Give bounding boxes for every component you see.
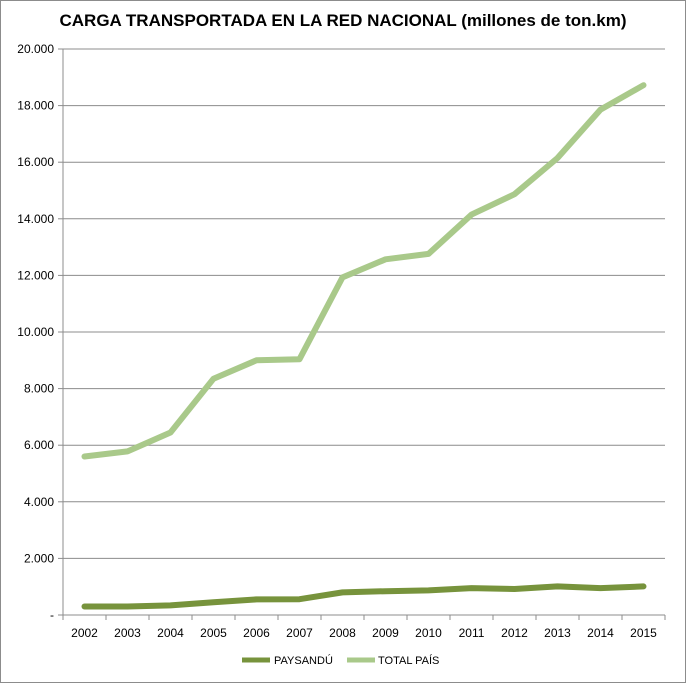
x-tick-label: 2002 bbox=[71, 626, 98, 640]
y-tick-label: 8.000 bbox=[24, 382, 54, 396]
y-tick-label: - bbox=[50, 608, 54, 622]
series-line-1 bbox=[81, 82, 647, 460]
x-axis-ticks: 2002 2003 2004 2005 2006 2007 2008 2009 2010 2011… bbox=[71, 626, 657, 640]
gridlines bbox=[63, 48, 665, 559]
series-lines bbox=[81, 82, 647, 610]
chart-title: CARGA TRANSPORTADA EN LA RED NACIONAL (m… bbox=[59, 11, 627, 30]
series-line-0 bbox=[81, 583, 647, 610]
y-tick-label: 2.000 bbox=[24, 551, 54, 565]
y-tick-label: 14.000 bbox=[17, 212, 54, 226]
y-tick-label: 16.000 bbox=[17, 155, 54, 169]
legend-label: PAYSANDÚ bbox=[274, 654, 333, 667]
x-tick-label: 2009 bbox=[372, 626, 399, 640]
x-tick-label: 2011 bbox=[459, 626, 485, 640]
x-tick-label: 2003 bbox=[114, 626, 141, 640]
legend-label: TOTAL PAÍS bbox=[378, 654, 439, 667]
x-tick-label: 2015 bbox=[630, 626, 657, 640]
x-tick-label: 2013 bbox=[544, 626, 571, 640]
x-tick-label: 2010 bbox=[415, 626, 442, 640]
y-axis-ticks: - 2.000 4.000 6.000 8.000 10.000 12.000 14.000 1… bbox=[17, 42, 54, 622]
axes bbox=[58, 48, 666, 620]
x-tick-label: 2012 bbox=[501, 626, 528, 640]
y-tick-label: 20.000 bbox=[17, 42, 54, 56]
x-tick-label: 2004 bbox=[157, 626, 184, 640]
legend: PAYSANDÚ TOTAL PAÍS bbox=[242, 654, 439, 667]
x-tick-label: 2007 bbox=[286, 626, 313, 640]
y-tick-label: 4.000 bbox=[24, 495, 54, 509]
y-tick-label: 10.000 bbox=[17, 325, 54, 339]
x-tick-label: 2014 bbox=[587, 626, 614, 640]
y-tick-label: 6.000 bbox=[24, 438, 54, 452]
x-tick-label: 2005 bbox=[200, 626, 227, 640]
y-tick-label: 12.000 bbox=[17, 268, 54, 282]
x-tick-label: 2008 bbox=[329, 626, 356, 640]
x-tick-label: 2006 bbox=[243, 626, 270, 640]
y-tick-label: 18.000 bbox=[17, 99, 54, 113]
